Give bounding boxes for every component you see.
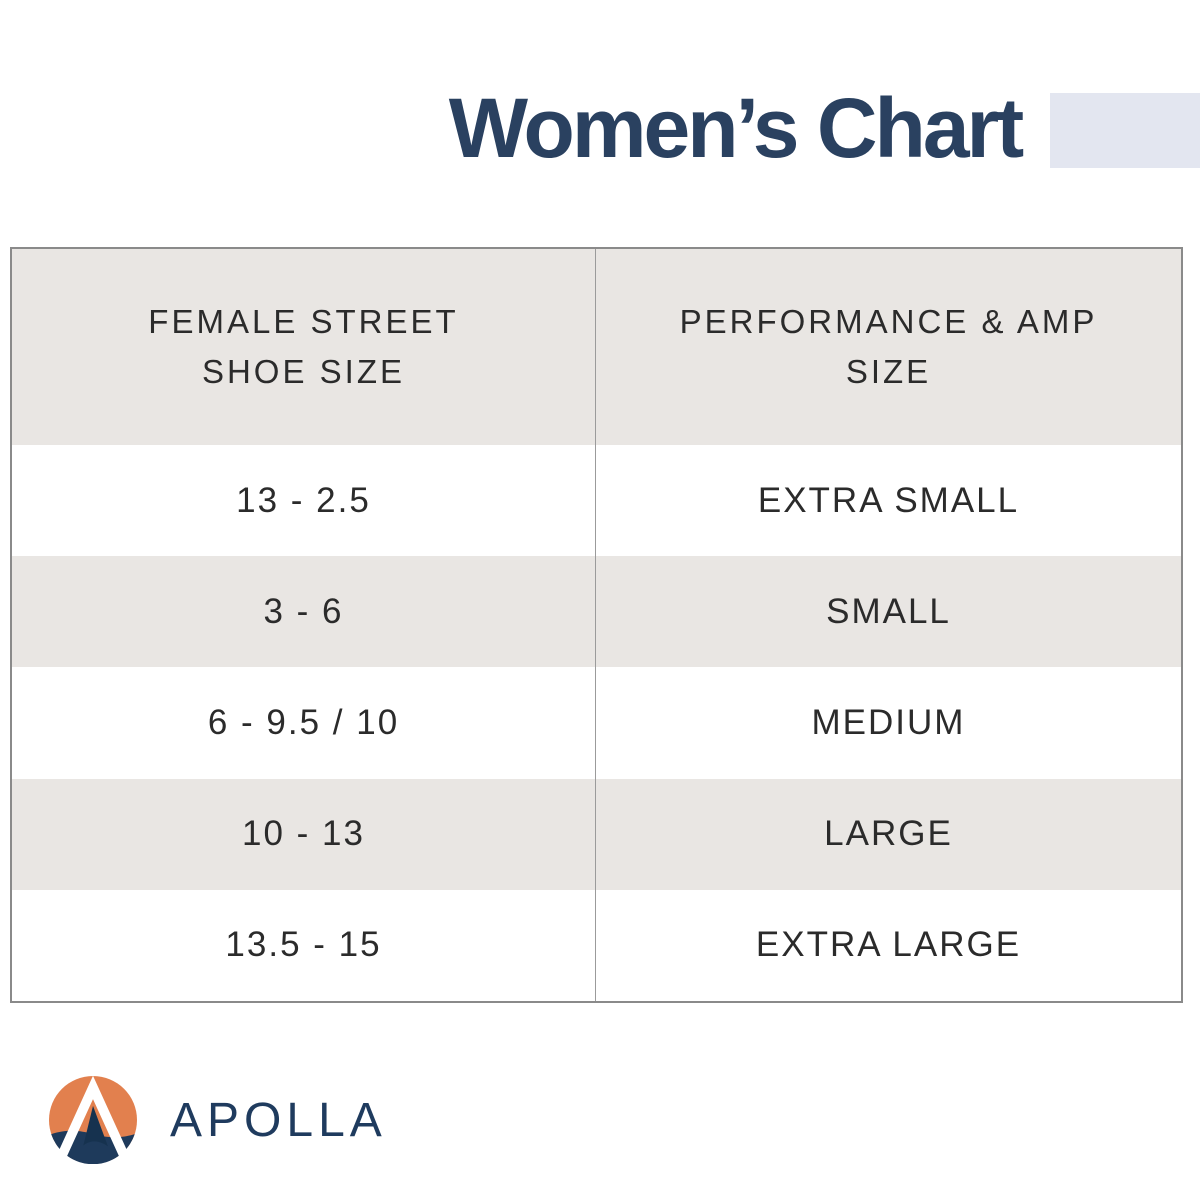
column-header-shoe-size: FEMALE STREET SHOE SIZE bbox=[12, 249, 596, 445]
table-cell-product-size: EXTRA LARGE bbox=[596, 889, 1181, 1001]
table-cell-product-size: LARGE bbox=[596, 778, 1181, 890]
column-header-line: SIZE bbox=[845, 353, 932, 390]
size-chart-table: FEMALE STREET SHOE SIZE PERFORMANCE & AM… bbox=[10, 247, 1183, 1003]
table-cell-shoe-size: 13 - 2.5 bbox=[12, 445, 596, 557]
table-cell-shoe-size: 3 - 6 bbox=[12, 556, 596, 668]
title-accent-box bbox=[1050, 93, 1200, 168]
column-header-performance-amp-size: PERFORMANCE & AMP SIZE bbox=[596, 249, 1181, 445]
table-cell-product-size: SMALL bbox=[596, 556, 1181, 668]
table-cell-shoe-size: 6 - 9.5 / 10 bbox=[12, 667, 596, 779]
table-cell-shoe-size: 13.5 - 15 bbox=[12, 889, 596, 1001]
brand-wordmark: APOLLA bbox=[170, 1093, 387, 1147]
apolla-logo-icon bbox=[49, 1076, 137, 1164]
column-header-line: SHOE SIZE bbox=[201, 353, 406, 390]
column-header-line: FEMALE STREET bbox=[148, 303, 459, 340]
table-cell-product-size: MEDIUM bbox=[596, 667, 1181, 779]
table-cell-shoe-size: 10 - 13 bbox=[12, 778, 596, 890]
page-title: Women’s Chart bbox=[448, 81, 1024, 175]
column-header-line: PERFORMANCE & AMP bbox=[679, 303, 1098, 340]
brand-logo: APOLLA bbox=[49, 1076, 387, 1164]
table-cell-product-size: EXTRA SMALL bbox=[596, 445, 1181, 557]
